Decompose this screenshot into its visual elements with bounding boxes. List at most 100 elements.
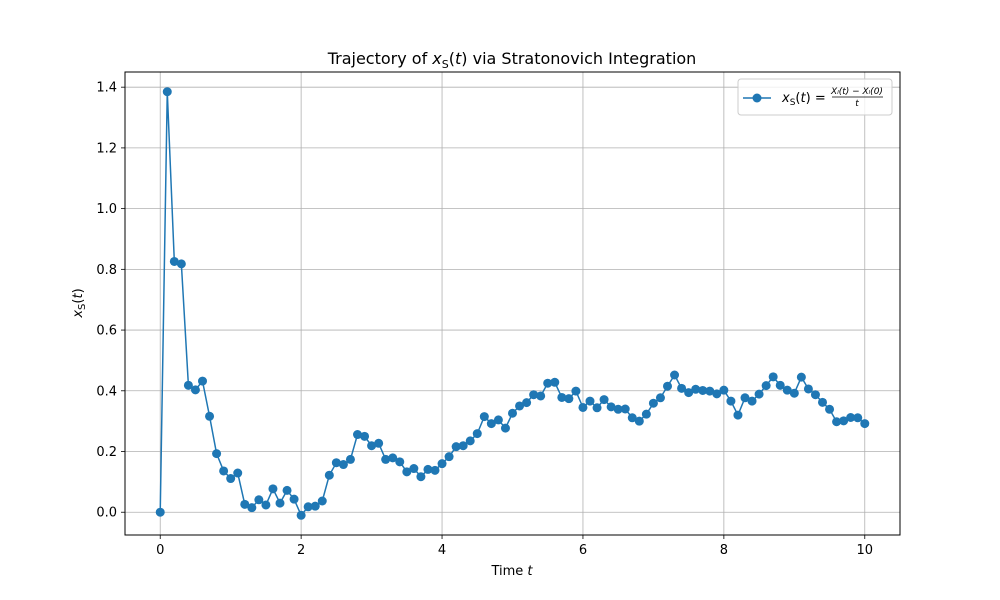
x-tick-label: 2: [297, 543, 305, 558]
data-point: [536, 391, 546, 401]
legend-box: [737, 78, 893, 116]
data-point: [367, 441, 377, 451]
data-point: [303, 502, 313, 512]
plot-frame: [124, 71, 901, 536]
legend-paren-open: (: [795, 91, 800, 106]
data-point: [402, 467, 412, 477]
data-point: [190, 385, 200, 395]
data-point: [169, 256, 179, 266]
data-point: [592, 403, 602, 413]
data-point: [331, 458, 341, 468]
data-point: [677, 383, 687, 393]
title-paren-open: (: [449, 49, 455, 68]
data-point: [500, 423, 510, 433]
data-point: [479, 412, 489, 422]
data-point: [296, 510, 306, 520]
data-point: [726, 396, 736, 406]
title-paren-close: ): [461, 49, 467, 68]
y-tick-label: 0.8: [96, 263, 117, 278]
data-series: [155, 87, 870, 520]
data-point: [268, 484, 278, 494]
data-point: [599, 395, 609, 405]
y-axis-label: xS(t): [71, 288, 88, 318]
x-tick-label: 0: [156, 543, 164, 558]
data-point: [810, 390, 820, 400]
data-point: [233, 468, 243, 478]
data-point: [374, 438, 384, 448]
data-point: [655, 393, 665, 403]
data-point: [388, 453, 398, 463]
title-math-subscript: S: [442, 58, 449, 71]
data-point: [860, 419, 870, 429]
x-tick-label: 10: [856, 543, 873, 558]
data-point: [409, 464, 419, 474]
data-point: [585, 396, 595, 406]
data-point: [360, 431, 370, 441]
data-point: [522, 398, 532, 408]
data-point: [733, 410, 743, 420]
data-point: [613, 404, 623, 414]
data-point: [423, 464, 433, 474]
data-point: [289, 494, 299, 504]
y-axis-label-paren-open: (: [71, 299, 86, 304]
data-point: [493, 415, 503, 425]
data-point: [310, 501, 320, 511]
data-point: [712, 389, 722, 399]
x-tick-label: 6: [579, 543, 587, 558]
data-point: [641, 409, 651, 419]
data-point: [345, 454, 355, 464]
legend-fraction-numerator: Xₗ(t) − Xₗ(0): [830, 87, 883, 97]
data-point: [634, 416, 644, 426]
data-point: [853, 413, 863, 423]
data-point: [212, 449, 222, 459]
data-point: [458, 441, 468, 451]
data-point: [430, 465, 440, 475]
data-point: [261, 500, 271, 510]
y-axis-label-paren-close: ): [71, 288, 86, 293]
data-point: [282, 485, 292, 495]
legend-math-x: x: [781, 91, 790, 106]
data-point: [486, 419, 496, 429]
data-point: [162, 87, 172, 97]
data-point: [825, 404, 835, 414]
title-math-t: t: [455, 49, 462, 68]
y-tick-label: 0.2: [96, 445, 117, 460]
x-axis-label-math: t: [527, 564, 533, 579]
data-point: [839, 416, 849, 426]
data-point: [176, 259, 186, 269]
data-point: [451, 442, 461, 452]
data-point: [155, 507, 165, 517]
data-point: [832, 417, 842, 427]
data-point: [338, 460, 348, 470]
data-point: [219, 466, 229, 476]
legend-label-lhs: xS(t) =: [781, 91, 826, 108]
data-point: [550, 377, 560, 387]
title-text-end: via Stratonovich Integration: [468, 49, 697, 68]
data-point: [663, 381, 672, 391]
data-point: [578, 402, 588, 412]
data-point: [247, 503, 257, 513]
data-point: [846, 413, 856, 422]
data-point: [740, 393, 750, 403]
chart-title: Trajectory of xS(t) via Stratonovich Int…: [327, 49, 697, 71]
legend-fraction-denominator: t: [855, 99, 859, 109]
data-point: [803, 384, 813, 394]
x-axis-label-text: Time: [490, 564, 527, 579]
data-point: [198, 376, 207, 386]
data-point: [719, 385, 729, 395]
data-point: [183, 380, 193, 390]
data-point: [698, 385, 708, 395]
x-tick-label: 4: [438, 543, 446, 558]
data-point: [444, 452, 454, 462]
y-tick-label: 0.0: [96, 506, 117, 521]
data-point: [508, 408, 517, 418]
data-point: [416, 472, 426, 482]
data-point: [254, 495, 264, 505]
legend-math-t: t: [801, 91, 807, 106]
data-point: [275, 498, 285, 508]
y-axis-label-x: x: [71, 310, 86, 319]
data-point: [782, 385, 792, 395]
y-axis-label-t: t: [71, 293, 86, 299]
data-point: [557, 392, 567, 402]
